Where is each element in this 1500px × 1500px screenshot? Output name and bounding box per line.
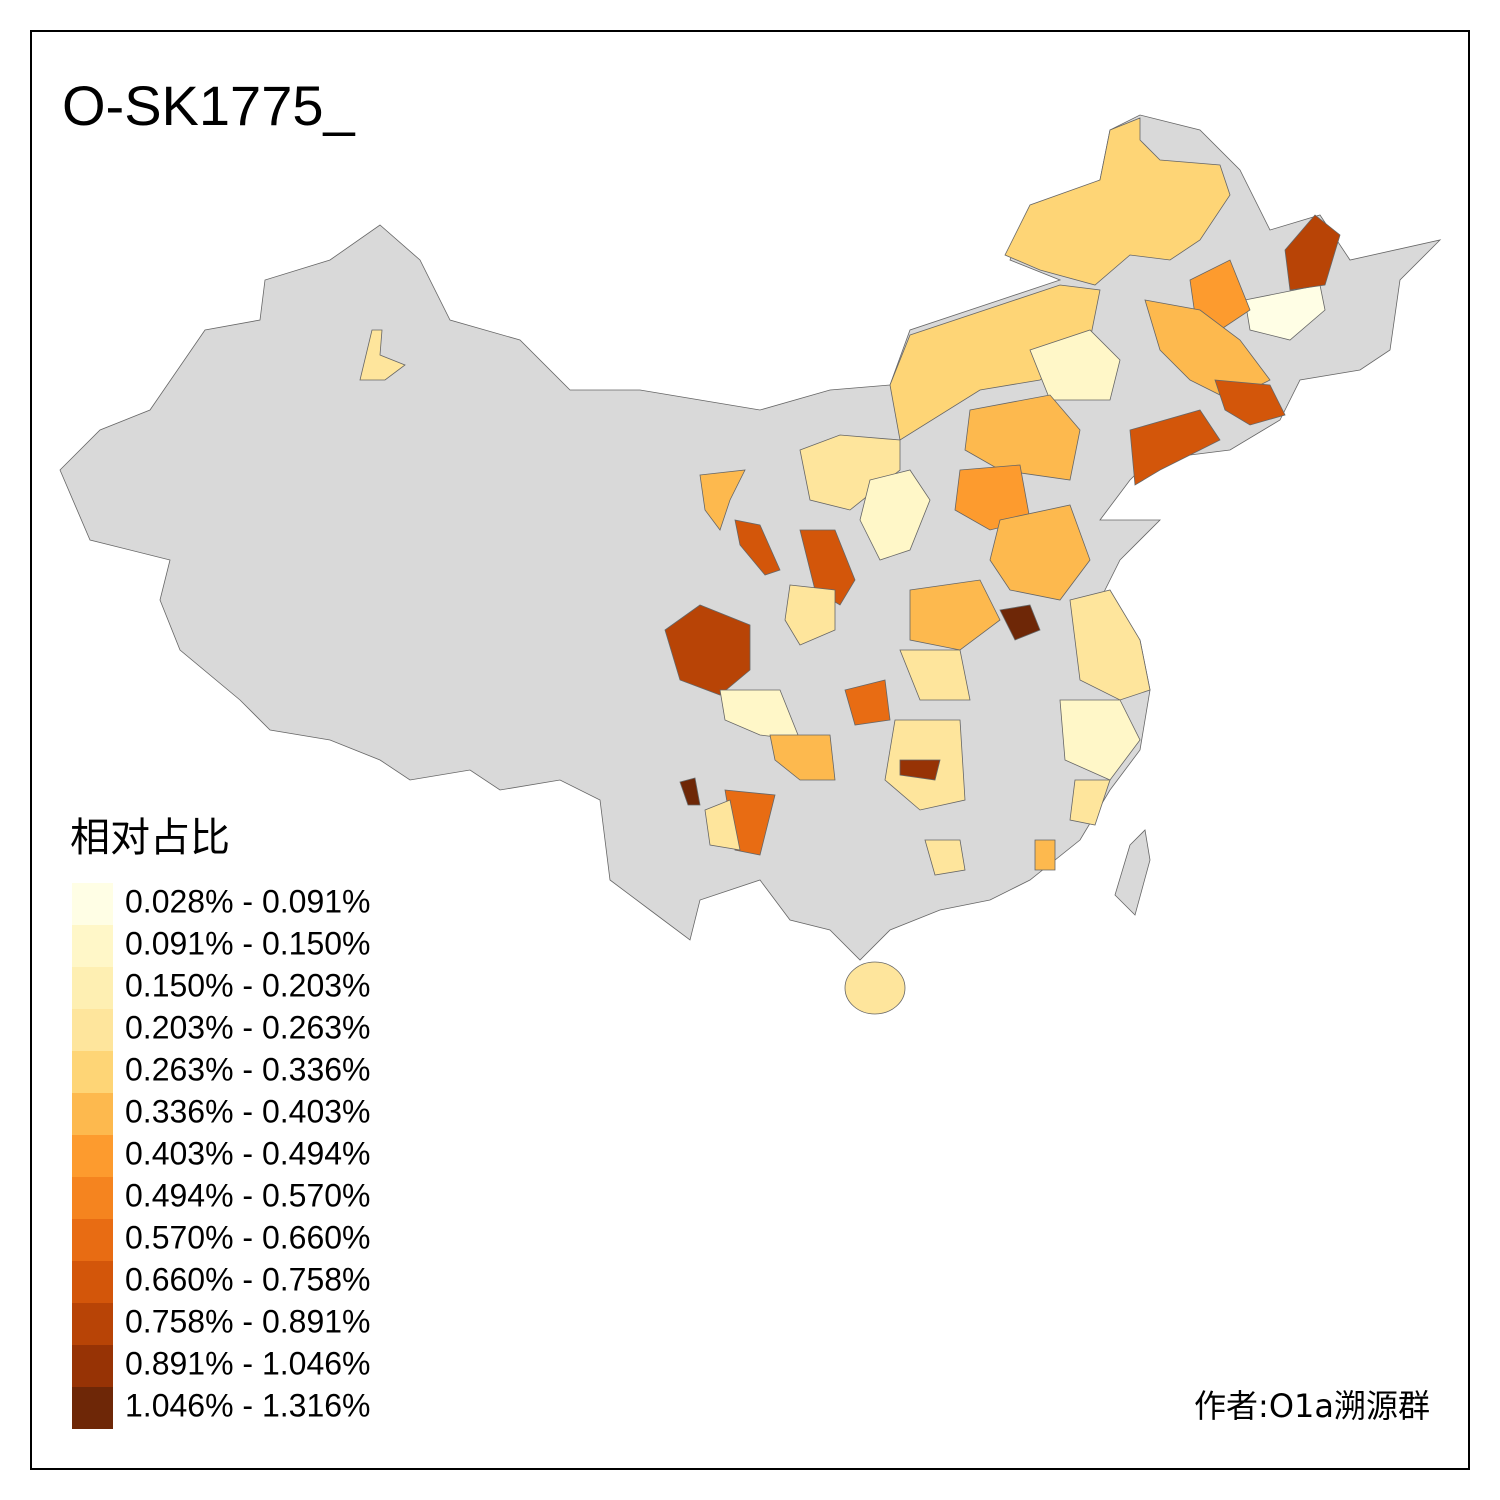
map-title: O-SK1775_ xyxy=(62,74,355,137)
legend: 0.028% - 0.091% 0.091% - 0.150% 0.150% - 0… xyxy=(72,883,371,1429)
legend-label: 0.091% - 0.150% xyxy=(125,925,371,961)
legend-label: 0.403% - 0.494% xyxy=(125,1135,371,1171)
legend-swatch xyxy=(72,1387,113,1429)
map xyxy=(59,114,1442,1015)
region xyxy=(924,839,966,876)
island xyxy=(1114,829,1151,916)
legend-label: 0.263% - 0.336% xyxy=(125,1051,371,1087)
legend-swatch xyxy=(72,1345,113,1387)
legend-swatch xyxy=(72,967,113,1009)
legend-label: 0.336% - 0.403% xyxy=(125,1093,371,1129)
region xyxy=(699,469,746,531)
region xyxy=(909,579,1001,651)
legend-title: 相对占比 xyxy=(70,815,230,861)
region xyxy=(734,519,781,576)
region xyxy=(989,504,1091,601)
region xyxy=(844,679,891,726)
region xyxy=(1214,379,1286,426)
region xyxy=(859,469,931,561)
legend-swatch xyxy=(72,1051,113,1093)
region xyxy=(1059,699,1141,781)
region xyxy=(679,777,701,806)
legend-swatch xyxy=(72,1135,113,1177)
region xyxy=(1284,214,1341,291)
region xyxy=(1069,779,1111,826)
region xyxy=(784,584,836,646)
legend-label: 0.758% - 0.891% xyxy=(125,1303,371,1339)
legend-label: 0.150% - 0.203% xyxy=(125,967,371,1003)
region xyxy=(1069,589,1151,701)
legend-label: 0.570% - 0.660% xyxy=(125,1219,371,1255)
region xyxy=(1034,839,1056,871)
region xyxy=(1129,409,1221,486)
legend-swatch xyxy=(72,1219,113,1261)
region xyxy=(1004,117,1231,286)
region xyxy=(964,394,1081,481)
region xyxy=(704,799,741,851)
region xyxy=(769,734,836,781)
legend-swatch xyxy=(72,1093,113,1135)
region xyxy=(899,649,971,701)
legend-swatch xyxy=(72,883,113,925)
legend-swatch xyxy=(72,1303,113,1345)
region xyxy=(799,434,901,511)
legend-label: 0.203% - 0.263% xyxy=(125,1009,371,1045)
region xyxy=(899,759,941,781)
region xyxy=(359,329,406,381)
legend-label: 0.028% - 0.091% xyxy=(125,883,371,919)
legend-swatch xyxy=(72,1261,113,1303)
legend-swatch xyxy=(72,1009,113,1051)
region xyxy=(799,529,856,606)
legend-label: 0.494% - 0.570% xyxy=(125,1177,371,1213)
legend-label: 0.891% - 1.046% xyxy=(125,1345,371,1381)
region xyxy=(844,961,906,1015)
legend-label: 0.660% - 0.758% xyxy=(125,1261,371,1297)
region xyxy=(1029,329,1121,401)
legend-swatch xyxy=(72,1177,113,1219)
credit: 作者:O1a溯源群 xyxy=(1194,1387,1430,1425)
region xyxy=(999,604,1041,641)
region xyxy=(664,604,751,696)
legend-swatch xyxy=(72,925,113,967)
legend-label: 1.046% - 1.316% xyxy=(125,1387,371,1423)
